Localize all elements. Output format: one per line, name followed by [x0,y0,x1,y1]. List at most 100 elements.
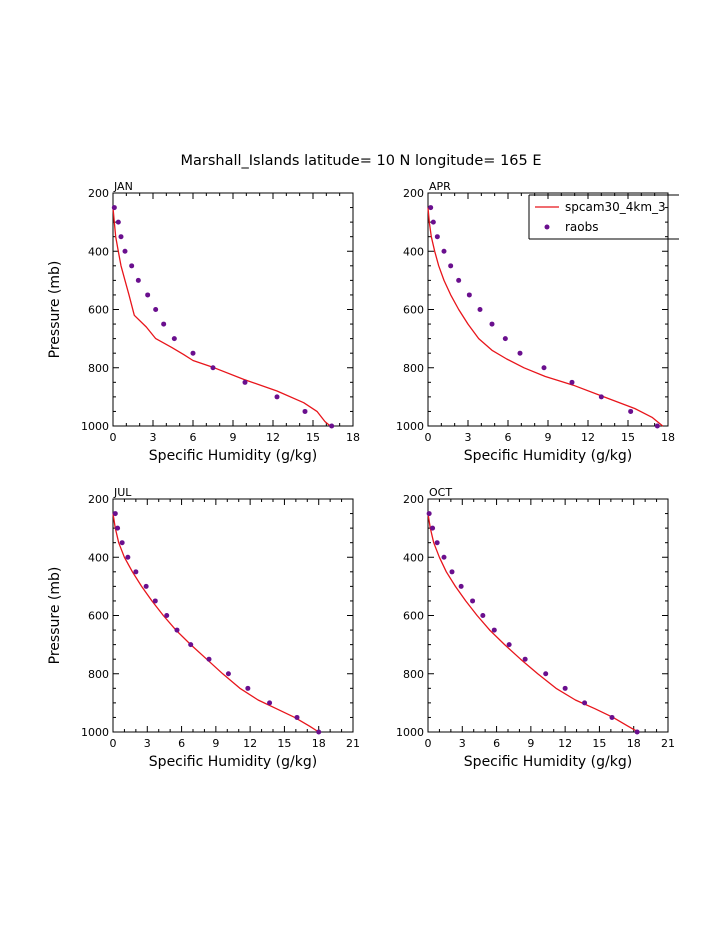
raobs-point [118,234,124,240]
raobs-point [245,685,251,691]
raobs-point [506,642,512,648]
panel-title: JAN [113,180,133,193]
panel-oct: 0 3 6 9 12 15 18 21 200 400 600 800 1000 OCT Specific … [396,486,675,770]
x-tick-label: 15 [306,431,320,444]
raobs-point [122,248,128,254]
y-tick-label: 400 [403,245,424,258]
raobs-point [654,423,660,429]
y-tick-label: 800 [88,668,109,681]
raobs-point [489,321,495,327]
x-tick-label: 3 [150,431,157,444]
x-tick-label: 3 [465,431,472,444]
raobs-point [466,292,472,298]
x-tick-label: 18 [312,737,326,750]
raobs-point [430,219,436,225]
raobs-point [225,671,231,677]
raobs-point [609,714,615,720]
raobs-point [430,525,436,531]
raobs-point [161,321,167,327]
y-axis-label: Pressure (mb) [47,567,63,665]
x-tick-label: 12 [558,737,572,750]
raobs-point [115,525,121,531]
y-tick-label: 400 [403,551,424,564]
raobs-point [456,277,462,283]
x-tick-label: 6 [178,737,185,750]
x-tick-label: 18 [346,431,360,444]
model-profile-line [427,207,664,427]
panel-title: OCT [429,486,452,499]
x-tick-label: 0 [425,431,432,444]
y-tick-label: 200 [403,187,424,200]
raobs-point [470,598,476,604]
y-tick-label: 600 [403,304,424,317]
legend-swatch-raobs [544,224,550,230]
raobs-point [522,656,528,662]
raobs-point [112,511,118,517]
panel-title: JUL [113,486,132,499]
raobs-point [502,336,508,342]
raobs-point [428,205,434,211]
panel-title: APR [429,180,451,193]
x-tick-label: 15 [592,737,606,750]
raobs-point [274,394,280,400]
raobs-point [441,554,447,560]
raobs-point [598,394,604,400]
x-tick-label: 0 [425,737,432,750]
y-tick-label: 1000 [81,420,109,433]
raobs-point [242,379,248,385]
raobs-point [491,627,497,633]
y-tick-label: 800 [403,362,424,375]
x-tick-label: 6 [190,431,197,444]
x-tick-label: 9 [230,431,237,444]
raobs-point [135,277,141,283]
raobs-point [210,365,216,371]
raobs-point [562,685,568,691]
x-axis-label: Specific Humidity (g/kg) [149,448,317,464]
raobs-point [458,583,464,589]
raobs-point [543,671,549,677]
x-tick-label: 21 [346,737,360,750]
raobs-point [441,248,447,254]
panel-jul: 0 3 6 9 12 15 18 21 200 400 600 800 1000 JUL Specific … [47,486,360,770]
x-tick-label: 3 [144,737,151,750]
x-tick-label: 9 [527,737,534,750]
y-tick-label: 600 [88,610,109,623]
legend-label-raobs: raobs [565,220,599,234]
x-tick-label: 9 [212,737,219,750]
y-tick-label: 1000 [396,726,424,739]
y-tick-label: 600 [403,610,424,623]
figure-title: Marshall_Islands latitude= 10 N longitud… [180,153,541,169]
raobs-point [302,408,308,414]
raobs-point [449,569,455,575]
raobs-point [434,540,440,546]
x-axis-label: Specific Humidity (g/kg) [149,754,317,770]
x-tick-label: 15 [277,737,291,750]
raobs-point [133,569,139,575]
panel-jan: 0 3 6 9 12 15 18 200 400 600 800 1000 JAN Specific Hu… [47,180,360,464]
raobs-point [316,729,322,735]
raobs-point [115,219,121,225]
x-tick-label: 18 [627,737,641,750]
raobs-point [426,511,432,517]
x-tick-label: 15 [621,431,635,444]
x-tick-label: 0 [110,431,117,444]
raobs-point [119,540,125,546]
y-tick-label: 200 [403,493,424,506]
raobs-point [480,613,486,618]
y-tick-label: 400 [88,551,109,564]
raobs-point [267,700,273,706]
raobs-point [145,292,151,298]
x-axis-label: Specific Humidity (g/kg) [464,448,632,464]
raobs-point [111,205,117,211]
raobs-point [129,263,135,269]
raobs-point [153,307,159,312]
x-tick-label: 9 [545,431,552,444]
raobs-point [329,423,335,429]
y-tick-label: 200 [88,187,109,200]
x-tick-label: 3 [459,737,466,750]
raobs-point [188,642,194,648]
x-tick-label: 0 [110,737,117,750]
x-tick-label: 12 [581,431,595,444]
